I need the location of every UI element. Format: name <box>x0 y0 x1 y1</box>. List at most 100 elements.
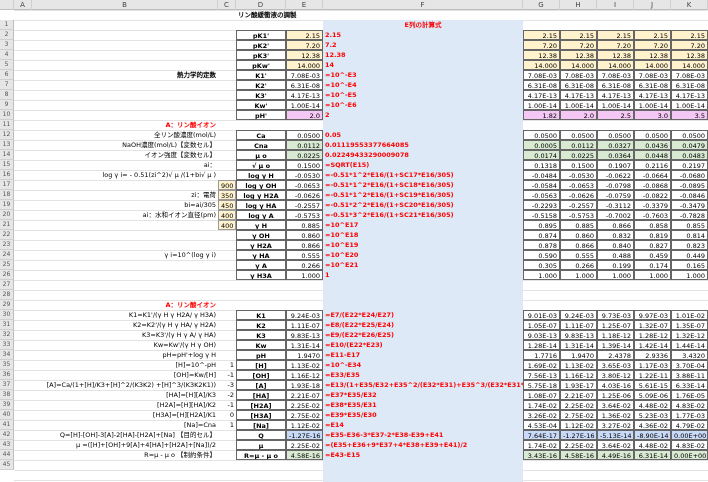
value-cell-j[interactable]: 2.15 <box>634 30 671 40</box>
value-cell-h[interactable]: 1.000 <box>560 270 597 280</box>
row-header[interactable]: 35 <box>0 360 14 370</box>
row-header[interactable]: 10 <box>0 110 14 120</box>
value-cell-j[interactable]: 0.0500 <box>634 130 671 140</box>
value-cell-i[interactable]: 1.00E-14 <box>597 100 634 110</box>
charge-cell[interactable]: 1 <box>229 361 234 369</box>
equation-label[interactable]: K1=K1'/(γ H γ H2A/ γ H3A) <box>128 311 216 319</box>
value-cell-j[interactable]: 0.0436 <box>634 140 671 150</box>
value-cell-k[interactable]: -0.0846 <box>671 190 708 200</box>
row-label-cell[interactable]: [H3A] <box>236 410 286 420</box>
equation-label[interactable]: K2=K2'/(γ H γ HA/ γ H2A) <box>132 321 216 329</box>
value-cell-i[interactable]: 0.840 <box>597 240 634 250</box>
row-label-cell[interactable]: K2 <box>236 320 286 330</box>
value-cell-h[interactable]: 2.15 <box>560 30 597 40</box>
value-cell-e[interactable]: 1.12E-02 <box>286 420 323 430</box>
value-cell-i[interactable]: 1.18E-12 <box>597 330 634 340</box>
value-cell-j[interactable]: 12.38 <box>634 50 671 60</box>
value-cell-i[interactable]: 0.0327 <box>597 140 634 150</box>
value-cell-k[interactable]: 4.83E-02 <box>671 440 708 450</box>
formula-cell-f[interactable]: =E39*E35/E30 <box>325 411 377 419</box>
column-header-f[interactable]: F <box>323 0 523 10</box>
row-label-cell[interactable]: μ o <box>236 150 286 160</box>
value-cell-h[interactable]: -0.0530 <box>560 170 597 180</box>
row-label-cell[interactable]: [H] <box>236 360 286 370</box>
value-cell-h[interactable]: 1.9470 <box>560 350 597 360</box>
value-cell-j[interactable]: 0.0448 <box>634 150 671 160</box>
value-cell-g[interactable]: 3.43E-16 <box>523 450 560 460</box>
row-label-cell[interactable]: [A] <box>236 380 286 390</box>
value-cell-e[interactable]: 4.58E-16 <box>286 450 323 460</box>
value-cell-e[interactable]: -0.0530 <box>286 170 323 180</box>
row-header[interactable]: 39 <box>0 400 14 410</box>
value-cell-e[interactable]: 0.885 <box>286 220 323 230</box>
row-header[interactable]: 2 <box>0 30 14 40</box>
row-header[interactable]: 45 <box>0 460 14 470</box>
value-cell-g[interactable]: 5.75E-18 <box>523 380 560 390</box>
formula-cell-f[interactable]: =E9/(E22*E26/E25) <box>325 331 394 339</box>
value-cell-j[interactable]: 6.31E-14 <box>634 450 671 460</box>
row-label-cell[interactable]: γ H2A <box>236 240 286 250</box>
row-header[interactable]: 13 <box>0 140 14 150</box>
equation-label[interactable]: [H3A]=[H][H2A]/K1 <box>152 411 216 419</box>
row-label-cell[interactable]: μ <box>236 440 286 450</box>
value-cell-e[interactable]: 2.0 <box>286 110 323 120</box>
column-header-a[interactable]: A <box>14 0 32 10</box>
value-cell-k[interactable]: 0.823 <box>671 240 708 250</box>
value-cell-k[interactable]: 1.35E-07 <box>671 320 708 330</box>
formula-cell-f[interactable]: =E37*E35/E32 <box>325 391 377 399</box>
row-header[interactable]: 5 <box>0 60 14 70</box>
row-header[interactable]: 7 <box>0 80 14 90</box>
value-cell-i[interactable]: 7.20 <box>597 40 634 50</box>
row-header[interactable]: 18 <box>0 190 14 200</box>
equation-label[interactable]: μ =([H]+[OH]+9[A]+4[HA]+[H2A]+[Na])/2 <box>76 441 216 449</box>
value-cell-g[interactable]: 1.000 <box>523 270 560 280</box>
value-cell-h[interactable]: 4.58E-16 <box>560 450 597 460</box>
value-cell-h[interactable]: 9.24E-03 <box>560 310 597 320</box>
value-cell-j[interactable]: 4.36E-02 <box>634 420 671 430</box>
row-header[interactable]: 25 <box>0 260 14 270</box>
value-cell-h[interactable]: 9.83E-13 <box>560 330 597 340</box>
value-cell-k[interactable]: 2.15 <box>671 30 708 40</box>
value-cell-k[interactable]: 4.17E-13 <box>671 90 708 100</box>
value-cell-h[interactable]: 0.555 <box>560 250 597 260</box>
value-cell-j[interactable]: 14.000 <box>634 60 671 70</box>
value-cell-k[interactable]: 0.0483 <box>671 150 708 160</box>
value-cell-k[interactable]: 3.70E-04 <box>671 360 708 370</box>
value-cell-e[interactable]: 4.17E-13 <box>286 90 323 100</box>
value-cell-k[interactable]: 12.38 <box>671 50 708 60</box>
equation-label[interactable]: R=μ - μ o 【制約条件】 <box>144 451 216 459</box>
value-cell-k[interactable]: 1.000 <box>671 270 708 280</box>
formula-cell-f[interactable]: 14 <box>325 61 335 69</box>
value-cell-g[interactable]: -0.0563 <box>523 190 560 200</box>
value-cell-i[interactable]: 2.5 <box>597 110 634 120</box>
value-cell-h[interactable]: -0.0653 <box>560 180 597 190</box>
value-cell-k[interactable]: 3.5 <box>671 110 708 120</box>
value-cell-j[interactable]: 7.08E-03 <box>634 70 671 80</box>
value-cell-k[interactable]: 0.0500 <box>671 130 708 140</box>
value-cell-k[interactable]: 6.33E-14 <box>671 380 708 390</box>
value-cell-k[interactable]: 4.79E-02 <box>671 420 708 430</box>
equation-label[interactable]: [OH]=Kw/[H] <box>173 371 216 379</box>
value-cell-e[interactable]: 0.866 <box>286 240 323 250</box>
value-cell-h[interactable]: 0.1500 <box>560 160 597 170</box>
value-cell-i[interactable]: 14.000 <box>597 60 634 70</box>
equation-label[interactable]: [H]=10^-pH <box>175 361 216 369</box>
value-cell-j[interactable]: 7.20 <box>634 40 671 50</box>
row-header[interactable]: 33 <box>0 340 14 350</box>
row-header[interactable]: 36 <box>0 370 14 380</box>
value-cell-h[interactable]: 2.75E-02 <box>560 410 597 420</box>
row-header[interactable]: 12 <box>0 130 14 140</box>
formula-cell-f[interactable]: =10^-E4 <box>325 81 357 89</box>
row-header[interactable]: 6 <box>0 70 14 80</box>
equation-label[interactable]: [A]=Ca/(1+[H]/K3+[H]^2/(K3K2) +[H]^3/(K3… <box>46 381 216 389</box>
value-cell-g[interactable]: 7.20 <box>523 40 560 50</box>
row-header[interactable]: 23 <box>0 240 14 250</box>
value-cell-g[interactable]: 0.0500 <box>523 130 560 140</box>
value-cell-j[interactable]: 0.819 <box>634 230 671 240</box>
value-cell-h[interactable]: 1.13E-02 <box>560 360 597 370</box>
value-cell-k[interactable]: 0.814 <box>671 230 708 240</box>
row-header[interactable]: 42 <box>0 430 14 440</box>
value-cell-e[interactable]: 7.08E-03 <box>286 70 323 80</box>
value-cell-g[interactable]: 1.69E-02 <box>523 360 560 370</box>
value-cell-k[interactable]: 1.32E-12 <box>671 330 708 340</box>
